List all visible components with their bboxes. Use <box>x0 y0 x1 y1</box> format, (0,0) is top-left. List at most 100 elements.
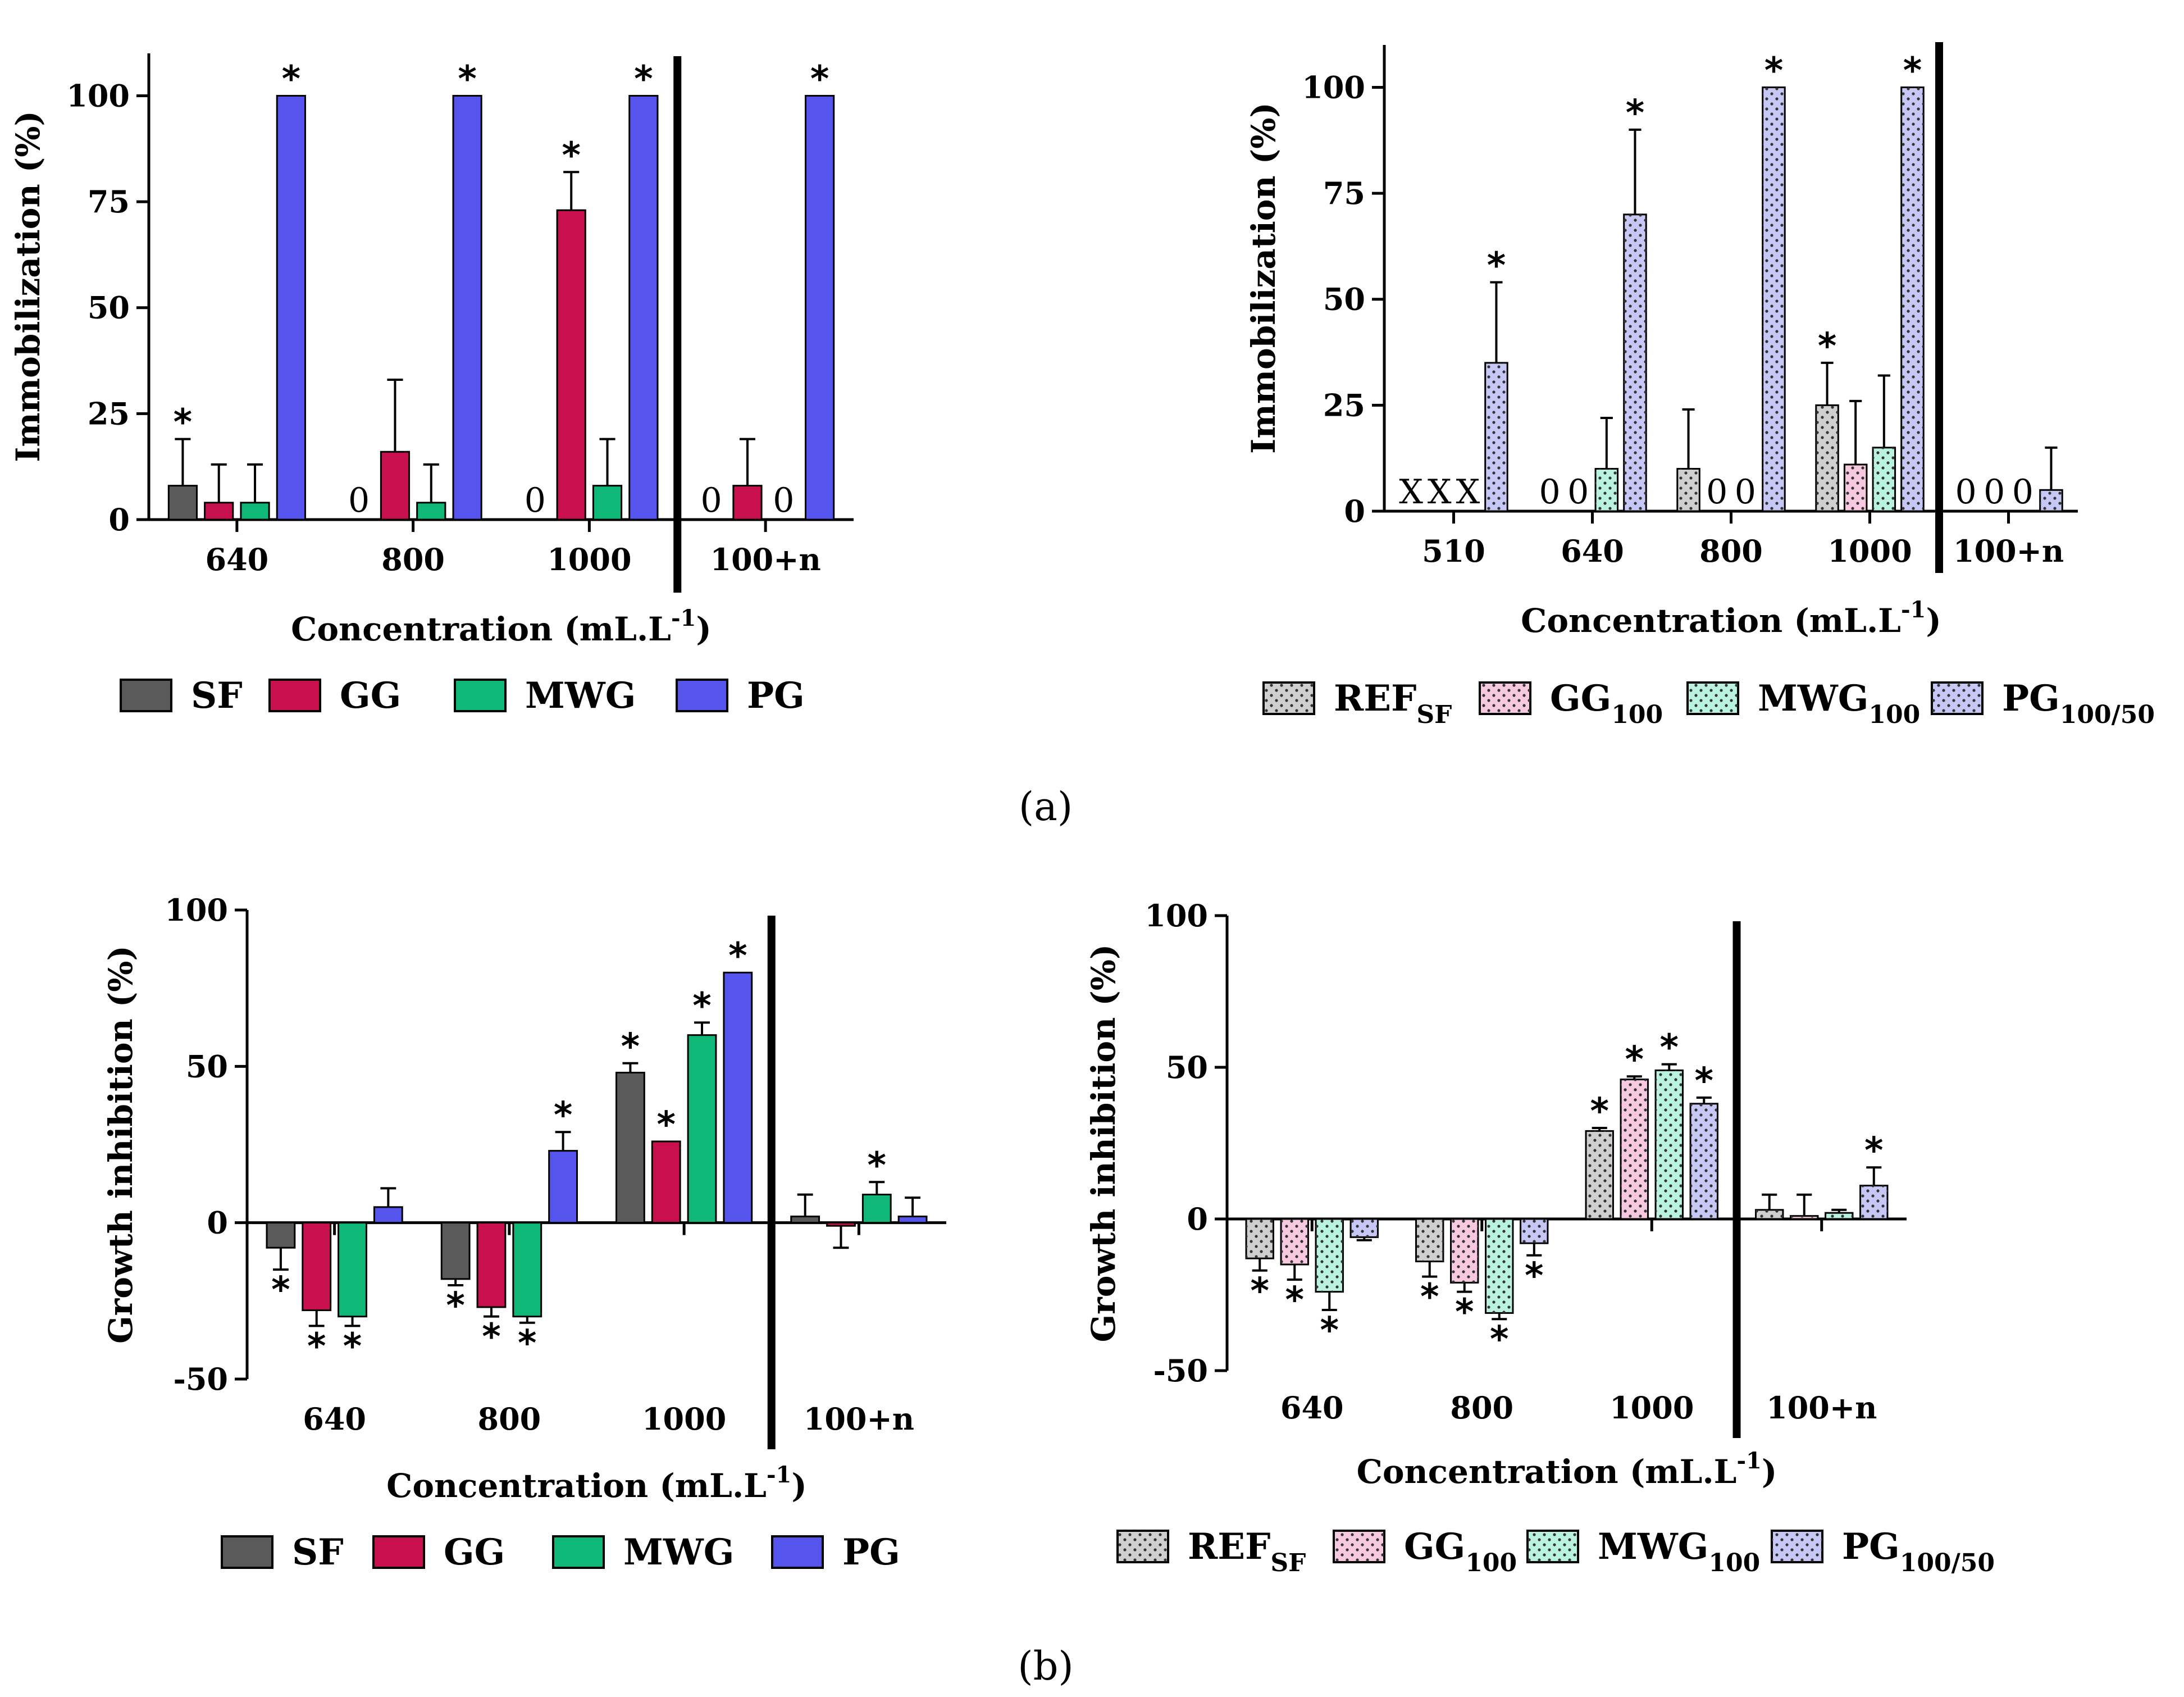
legend-label-sf: SF <box>292 1531 344 1573</box>
legend-swatch-pg <box>771 1535 824 1569</box>
bar-pg <box>373 1206 403 1224</box>
y-tick-label: 100 <box>66 78 130 113</box>
significance-star: * <box>1864 1130 1883 1172</box>
y-tick-label: 100 <box>1145 898 1208 934</box>
y-tick-label: 0 <box>1344 493 1365 529</box>
bar-pg <box>276 94 306 521</box>
legend-swatch-dots <box>1528 1531 1578 1562</box>
zero-label: 0 <box>701 481 722 520</box>
bar-dots-gg <box>1790 1216 1818 1219</box>
significance-star: * <box>518 1323 536 1364</box>
y-axis-label: Immobilization (%) <box>1244 102 1283 454</box>
bar-mwg <box>592 485 623 521</box>
zero-label: 0 <box>525 481 546 520</box>
y-tick-label: 50 <box>1166 1049 1208 1085</box>
chart-growth-inhibition-dotted: -50 0 50 100 Growth inhibition (%) 640 * * * 800 *… <box>1084 898 1907 1491</box>
y-tick-label: 0 <box>108 502 130 538</box>
bar-gg <box>476 1222 507 1308</box>
legend-label-mwg: MWG100 <box>1598 1526 1760 1577</box>
legend-label-main: PG <box>2002 677 2060 720</box>
bar-dots-ref <box>1816 405 1839 511</box>
legend-label-main: MWG <box>623 1531 734 1573</box>
x-axis-label: Concentration (mL.L-1) <box>291 605 712 648</box>
bar-dots-ref <box>1756 1209 1783 1219</box>
x-axis-label: Concentration (mL.L-1) <box>1521 597 1941 640</box>
legend-label-main: MWG <box>525 675 636 717</box>
legend-label-main: PG <box>747 675 805 717</box>
legend-swatch-gg <box>372 1535 425 1569</box>
y-tick-label: 50 <box>88 290 130 326</box>
zero-label: 0 <box>1539 472 1560 512</box>
legend-label-main: GG <box>1550 677 1611 720</box>
legend-swatch-dots <box>1334 1531 1384 1562</box>
x-tick-label: 800 <box>1450 1390 1513 1426</box>
bar-dots-pg <box>2040 490 2063 511</box>
zero-label: 0 <box>1706 472 1727 512</box>
zero-label: 0 <box>1567 472 1589 512</box>
bar-dots-ref <box>1416 1219 1443 1262</box>
significance-star: * <box>1660 1027 1679 1069</box>
x-tick-label: 640 <box>1280 1390 1344 1426</box>
legend-swatch-sf <box>120 679 172 712</box>
legend-label-sub: 100 <box>1708 1549 1760 1577</box>
significance-star: * <box>282 58 300 100</box>
x-tick-label: 800 <box>1699 533 1763 569</box>
legend-label-pg: PG100/50 <box>2002 677 2155 729</box>
legend-swatch-dots <box>1118 1531 1168 1562</box>
y-tick-label: 100 <box>165 892 228 928</box>
legend-a-solid: SF GG MWG PG <box>120 675 805 717</box>
legend-label-sub: 100/50 <box>2060 700 2155 729</box>
bar-dots-ref <box>1677 468 1700 511</box>
x-tick-label: 100+n <box>1766 1390 1877 1426</box>
significance-star: * <box>554 1095 572 1136</box>
legend-label-gg: GG100 <box>1404 1526 1517 1577</box>
panel-label-b: (b) <box>1018 1643 1073 1689</box>
legend-swatch-mwg <box>454 679 507 712</box>
bar-dots-pg <box>1860 1185 1887 1219</box>
legend-label-main: REF <box>1188 1526 1270 1568</box>
significance-star: * <box>1487 245 1506 287</box>
zero-label: 0 <box>348 481 370 520</box>
bar-mwg <box>512 1222 542 1318</box>
bar-dots-mwg <box>1595 468 1618 511</box>
significance-star: * <box>656 1104 675 1146</box>
bar-sf <box>615 1071 645 1224</box>
legend-label-pg: PG <box>842 1531 900 1573</box>
bar-dots-gg <box>1281 1219 1308 1264</box>
x-tick-label: 640 <box>303 1401 366 1437</box>
bar-mwg <box>240 502 270 521</box>
legend-b-dotted: REFSF GG100 MWG100 PG100/50 <box>1116 1526 1995 1577</box>
bar-pg <box>628 94 659 521</box>
bar-dots-pg <box>1624 214 1647 511</box>
bar-gg <box>556 209 586 521</box>
bar-pg <box>723 971 753 1224</box>
zero-label: X <box>1399 472 1423 512</box>
x-tick-label: 1000 <box>547 542 631 577</box>
chart-immobilization-solid: 0 25 50 75 100 Immobilization (%) 640 * * 800 0 * 10… <box>9 53 854 648</box>
legend-label-main: MWG <box>1598 1526 1708 1568</box>
significance-star: * <box>1903 50 1922 92</box>
x-axis-label-main: Concentration (mL.L <box>386 1467 767 1505</box>
legend-a-dotted: REFSF GG100 MWG100 PG100/50 <box>1262 677 2155 729</box>
legend-label-main: PG <box>842 1531 900 1573</box>
legend-label-pg: PG100/50 <box>1842 1526 1995 1577</box>
bar-dots-ref <box>1246 1219 1274 1259</box>
significance-star: * <box>1818 326 1836 367</box>
y-tick-label: -50 <box>1153 1353 1208 1389</box>
significance-star: * <box>1320 1310 1339 1352</box>
legend-label-main: MWG <box>1758 677 1868 720</box>
legend-label-main: PG <box>1842 1526 1900 1568</box>
legend-label-ref: REFSF <box>1188 1526 1306 1577</box>
significance-star: * <box>1490 1319 1508 1361</box>
legend-label-main: GG <box>444 1531 505 1573</box>
significance-star: * <box>1590 1091 1608 1132</box>
y-tick-label: 0 <box>207 1205 228 1241</box>
y-axis-label: Growth inhibition (%) <box>1084 944 1123 1343</box>
significance-star: * <box>810 58 829 100</box>
bar-dots-pg <box>1351 1219 1378 1238</box>
legend-swatch-dots <box>1932 683 1982 714</box>
x-tick-label: 100+n <box>1953 533 2064 569</box>
x-tick-label: 1000 <box>1609 1390 1694 1426</box>
bar-mwg <box>861 1194 892 1224</box>
